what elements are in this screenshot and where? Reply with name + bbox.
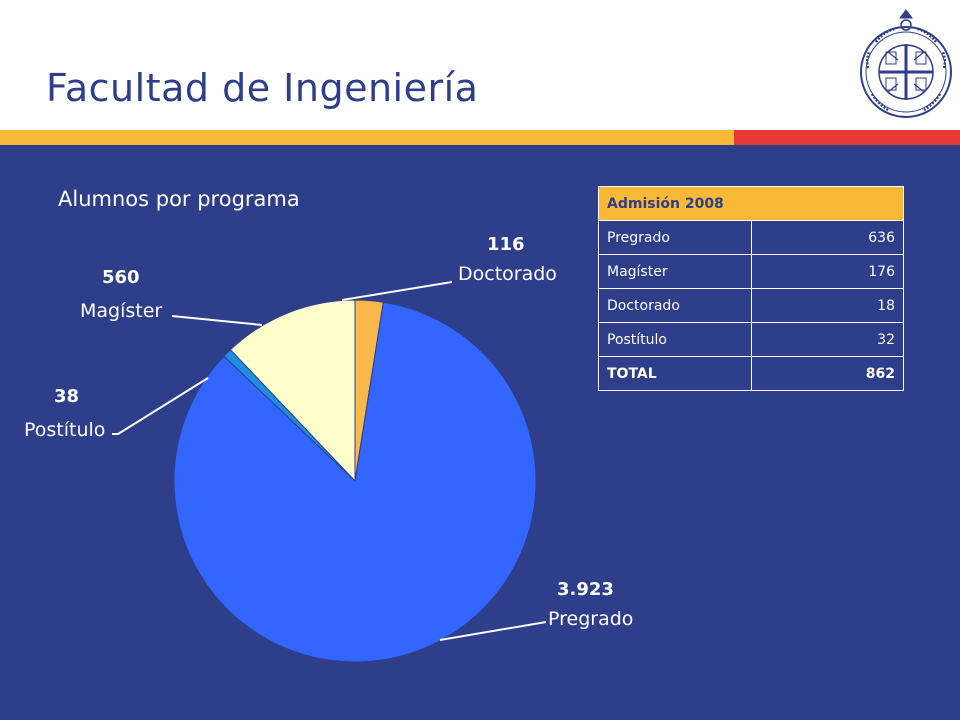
university-seal-icon	[860, 9, 952, 118]
leader-line-magister	[171, 315, 263, 326]
table-total-label: TOTAL	[598, 356, 752, 391]
slice-label-postitulo: Postítulo	[24, 419, 105, 441]
table-cell-label: Pregrado	[598, 220, 752, 255]
pie-slice-pregrado	[173, 301, 537, 663]
table-cell-label: Magíster	[598, 254, 752, 289]
slice-label-magister: Magíster	[80, 300, 162, 322]
accent-band-yellow	[0, 130, 734, 145]
table-title: Admisión 2008	[598, 186, 904, 221]
accent-band-red	[734, 130, 960, 145]
slice-value-pregrado: 3.923	[557, 579, 614, 600]
leader-line-postitulo	[112, 377, 209, 435]
slide-title: Facultad de Ingeniería	[46, 66, 479, 110]
slice-value-postitulo: 38	[54, 386, 79, 407]
slice-label-pregrado: Pregrado	[548, 608, 633, 630]
table-cell-label: Doctorado	[598, 288, 752, 323]
table-cell-value: 32	[751, 322, 904, 357]
table-header-row: Admisión 2008	[598, 186, 904, 221]
slice-label-doctorado: Doctorado	[458, 263, 557, 285]
slice-value-magister: 560	[102, 267, 140, 288]
table-row: Magíster 176	[598, 254, 904, 289]
table-row: Doctorado 18	[598, 288, 904, 323]
table-total-value: 862	[751, 356, 904, 391]
table-cell-value: 176	[751, 254, 904, 289]
table-cell-value: 18	[751, 288, 904, 323]
slide-header: Facultad de Ingeniería	[0, 0, 960, 130]
table-row: Pregrado 636	[598, 220, 904, 255]
table-cell-value: 636	[751, 220, 904, 255]
leader-line-pregrado	[439, 621, 547, 641]
table-row: Postítulo 32	[598, 322, 904, 357]
slice-value-doctorado: 116	[487, 234, 525, 255]
leader-line-doctorado	[341, 281, 453, 301]
table-cell-label: Postítulo	[598, 322, 752, 357]
admission-table: Admisión 2008 Pregrado 636 Magíster 176 …	[598, 186, 904, 391]
chart-title: Alumnos por programa	[58, 187, 300, 211]
table-total-row: TOTAL 862	[598, 356, 904, 391]
